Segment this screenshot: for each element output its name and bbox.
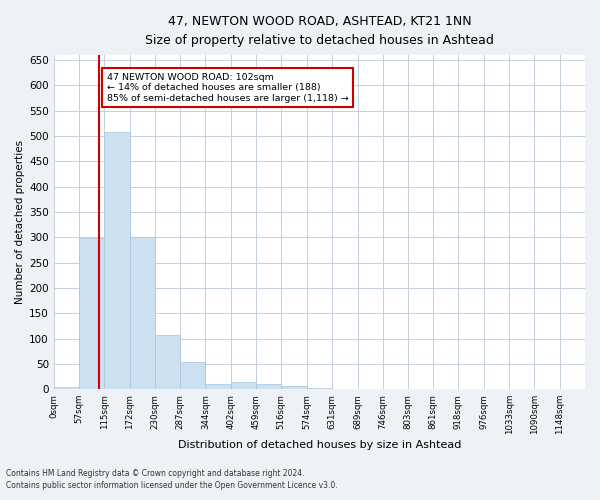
Bar: [155, 335, 181, 389]
Bar: [256, 384, 281, 389]
Y-axis label: Number of detached properties: Number of detached properties: [15, 140, 25, 304]
Bar: [130, 238, 155, 389]
Text: 47 NEWTON WOOD ROAD: 102sqm
← 14% of detached houses are smaller (188)
85% of se: 47 NEWTON WOOD ROAD: 102sqm ← 14% of det…: [107, 73, 349, 102]
Bar: [181, 362, 205, 389]
Text: Contains HM Land Registry data © Crown copyright and database right 2024.
Contai: Contains HM Land Registry data © Crown c…: [6, 468, 338, 490]
Bar: [307, 388, 332, 389]
X-axis label: Distribution of detached houses by size in Ashtead: Distribution of detached houses by size …: [178, 440, 461, 450]
Bar: [205, 384, 231, 389]
Bar: [79, 238, 104, 389]
Bar: [231, 382, 256, 389]
Bar: [104, 132, 130, 389]
Bar: [408, 388, 433, 389]
Bar: [281, 386, 307, 389]
Title: 47, NEWTON WOOD ROAD, ASHTEAD, KT21 1NN
Size of property relative to detached ho: 47, NEWTON WOOD ROAD, ASHTEAD, KT21 1NN …: [145, 15, 494, 47]
Bar: [54, 386, 79, 389]
